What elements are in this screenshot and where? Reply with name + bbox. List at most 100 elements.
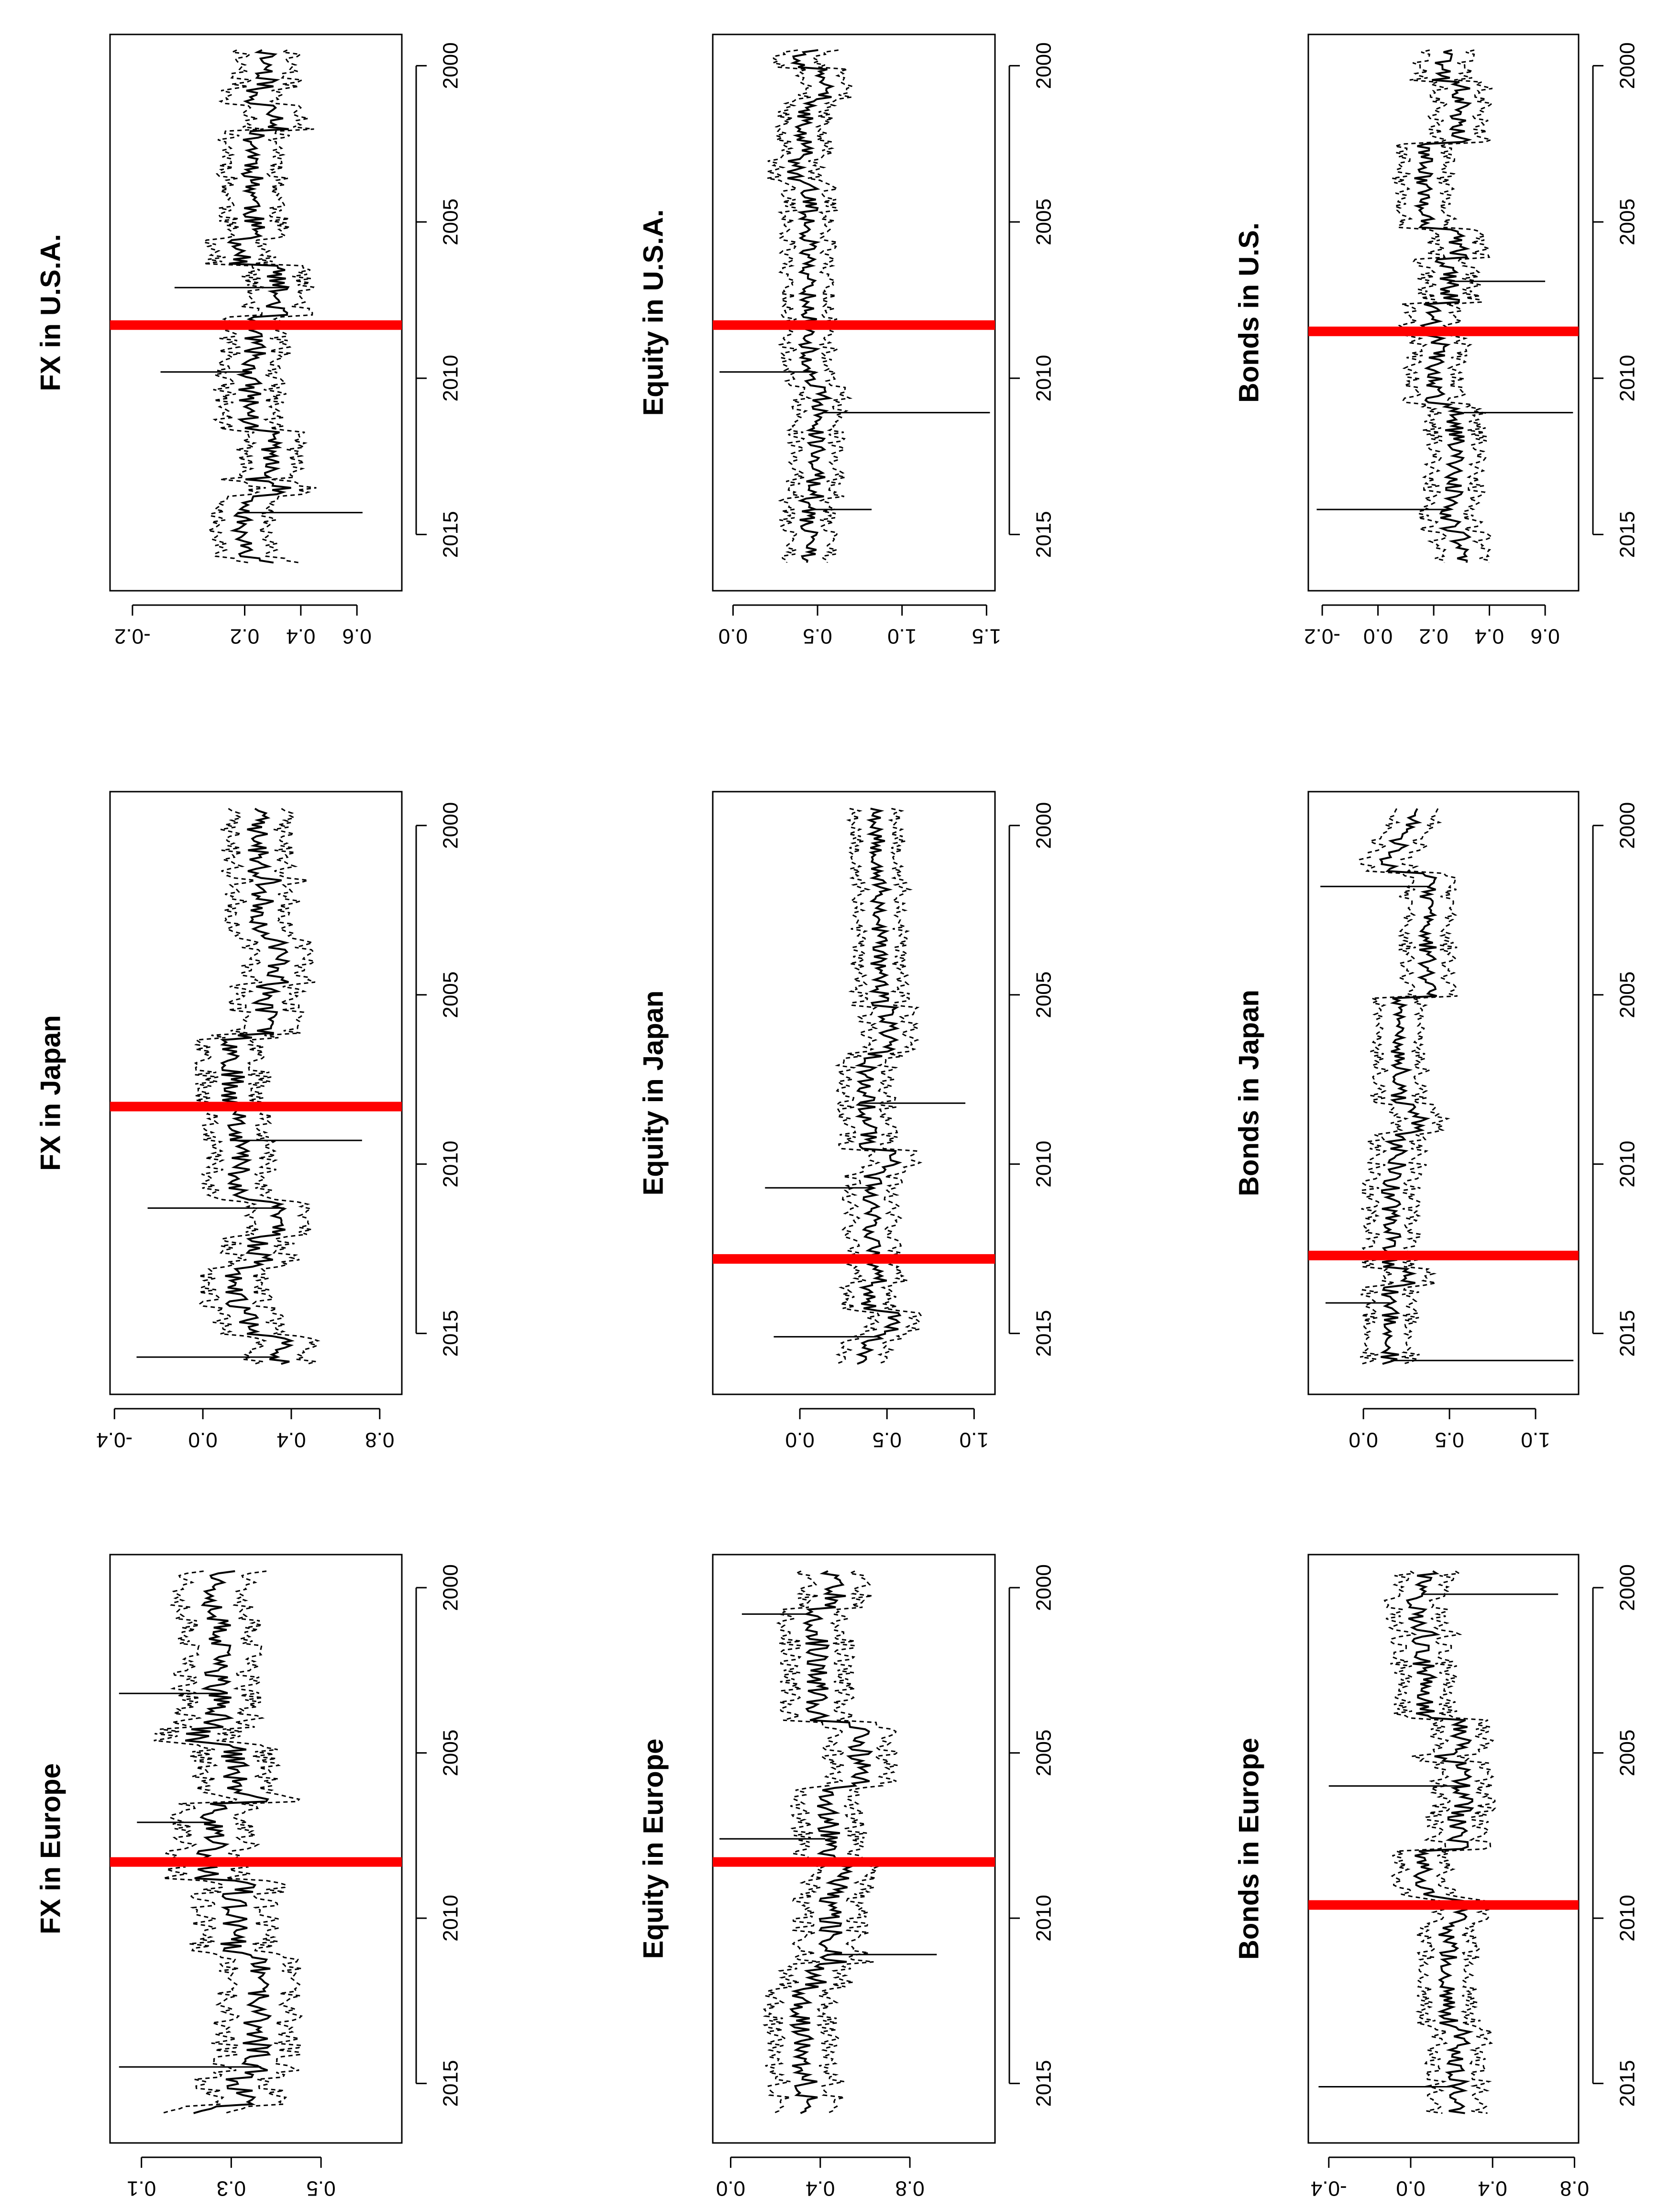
- y-tick-label: 0.8: [365, 1428, 394, 1451]
- plot-frame: [109, 791, 403, 1395]
- y-tick-label: 0.0: [1349, 1428, 1378, 1451]
- y-tick-label: 0.4: [286, 624, 315, 648]
- y-tick-label: 0.2: [230, 624, 259, 648]
- plot-frame: [109, 33, 403, 592]
- estimate-line: [185, 1570, 273, 2114]
- y-tick-label: 0.5: [306, 2176, 335, 2200]
- lower-band-line: [194, 808, 267, 1365]
- estimate-line: [220, 807, 295, 1365]
- lower-band-line: [154, 1570, 241, 2114]
- x-tick-label: 2000: [439, 42, 463, 89]
- x-tick-label: 2015: [439, 1310, 463, 1357]
- lower-band-line: [1359, 808, 1416, 1365]
- x-tick-label: 2015: [1616, 511, 1639, 558]
- x-tick-label: 2010: [1032, 1141, 1056, 1188]
- x-tick-label: 2005: [1616, 1730, 1639, 1777]
- lower-band-line: [763, 1570, 846, 2114]
- lower-band-line: [1383, 1570, 1451, 2114]
- upper-band-line: [816, 1570, 900, 2114]
- x-tick-label: 2010: [1032, 355, 1056, 402]
- y-tick-label: 0.0: [1396, 2176, 1425, 2200]
- x-tick-label: 2005: [1032, 972, 1056, 1018]
- estimate-line: [1413, 49, 1472, 563]
- y-tick-label: 0.4: [806, 2176, 835, 2200]
- y-tick-label: 0.0: [716, 2176, 745, 2200]
- panel-fx-japan: FX in Japan 2000 2005 2010 2015 -0.4 0.0 0.4 0.8: [35, 791, 463, 1451]
- lower-band-line: [834, 807, 881, 1365]
- plot-frame: [712, 1554, 996, 2144]
- x-tick-label: 2005: [1032, 1730, 1056, 1777]
- y-tick-label: 0.4: [276, 1428, 306, 1451]
- upper-band-line: [876, 807, 923, 1365]
- lower-band-line: [767, 49, 814, 563]
- plot-frame: [712, 33, 996, 592]
- panel-equity-usa: Equity in U.S.A. 2000 2005 2010 2015 0.0 0.5 1.…: [638, 33, 1056, 648]
- plot-frame: [1307, 33, 1580, 592]
- x-tick-label: 2000: [1616, 42, 1639, 89]
- x-tick-label: 2015: [1032, 2060, 1056, 2107]
- y-tick-label: 0.0: [785, 1428, 815, 1451]
- x-tick-label: 2010: [1616, 1141, 1639, 1188]
- y-tick-label: 0.6: [1531, 624, 1560, 648]
- x-tick-label: 2005: [1616, 199, 1639, 245]
- x-tick-label: 2010: [439, 355, 463, 402]
- estimate-line: [787, 49, 835, 563]
- y-tick-label: 1.0: [887, 624, 917, 648]
- x-tick-label: 2010: [1616, 1895, 1639, 1942]
- x-tick-label: 2000: [1032, 42, 1056, 89]
- x-tick-label: 2010: [439, 1141, 463, 1188]
- x-tick-label: 2000: [1032, 802, 1056, 849]
- plot-frame: [109, 1554, 403, 2144]
- y-tick-label: -0.4: [1311, 2176, 1347, 2200]
- panel-title: Equity in Japan: [638, 991, 669, 1196]
- panel-fx-usa: FX in U.S.A. 2000 2005 2010 2015 -0.2 0.2 0.4 0.…: [35, 33, 463, 648]
- estimate-line: [788, 1570, 873, 2114]
- panel-equity-japan: Equity in Japan 2000 2005 2010 2015 0.0 0.5 1.0: [638, 791, 1056, 1451]
- y-tick-label: -0.2: [114, 624, 151, 648]
- upper-band-line: [1428, 1570, 1496, 2114]
- y-tick-label: 0.0: [188, 1428, 218, 1451]
- upper-band-line: [1437, 49, 1494, 563]
- y-tick-label: 0.5: [803, 624, 832, 648]
- x-tick-label: 2005: [439, 972, 463, 1018]
- x-tick-label: 2005: [1032, 199, 1056, 245]
- y-tick-label: 0.6: [343, 624, 372, 648]
- x-tick-label: 2000: [1032, 1564, 1056, 1611]
- y-tick-label: 0.4: [1475, 624, 1504, 648]
- y-tick-label: 0.2: [1419, 624, 1448, 648]
- x-tick-label: 2015: [1616, 2060, 1639, 2107]
- x-tick-label: 2005: [439, 1730, 463, 1777]
- x-tick-label: 2010: [439, 1895, 463, 1942]
- y-tick-label: -0.2: [1304, 624, 1340, 648]
- panel-title: Bonds in U.S.: [1233, 222, 1264, 403]
- y-tick-label: 0.5: [1435, 1428, 1464, 1451]
- y-tick-label: 0.8: [895, 2176, 924, 2200]
- estimate-line: [1405, 1570, 1474, 2114]
- x-tick-label: 2005: [439, 199, 463, 245]
- x-tick-label: 2015: [1032, 511, 1056, 558]
- plot-frame: [1307, 1554, 1580, 2144]
- panel-title: Equity in Europe: [638, 1739, 669, 1959]
- x-tick-label: 2015: [1032, 1310, 1056, 1357]
- panel-title: Bonds in Japan: [1233, 990, 1264, 1196]
- lower-band-line: [1392, 49, 1449, 563]
- panel-title: Equity in U.S.A.: [638, 210, 669, 416]
- x-tick-label: 2000: [1616, 1564, 1639, 1611]
- estimate-line: [1379, 808, 1437, 1365]
- estimate-line: [226, 49, 291, 564]
- panel-title: Bonds in Europe: [1233, 1738, 1264, 1960]
- y-tick-label: -0.4: [96, 1428, 133, 1451]
- y-tick-label: 0.4: [1478, 2176, 1507, 2200]
- y-tick-label: 0.5: [873, 1428, 902, 1451]
- panel-equity-europe: Equity in Europe 2000 2005 2010 2015 0.0 0.4 0.…: [638, 1554, 1056, 2200]
- panel-bonds-japan: Bonds in Japan 2000 2005 2010 2015 0.0 0.5 1.0: [1233, 791, 1639, 1451]
- plot-frame: [712, 791, 996, 1395]
- y-tick-label: 0.0: [1363, 624, 1393, 648]
- panel-title: FX in Europe: [35, 1763, 66, 1934]
- panel-fx-europe: FX in Europe 2000 2005 2010 2015 0.1 0.3 0.5: [35, 1554, 463, 2200]
- panel-bonds-europe: Bonds in Europe 2000 2005 2010 2015 -0.4 0.0 0.…: [1233, 1554, 1639, 2200]
- y-tick-label: 0.3: [217, 2176, 246, 2200]
- y-tick-label: 1.5: [972, 624, 1001, 648]
- upper-band-line: [252, 49, 317, 563]
